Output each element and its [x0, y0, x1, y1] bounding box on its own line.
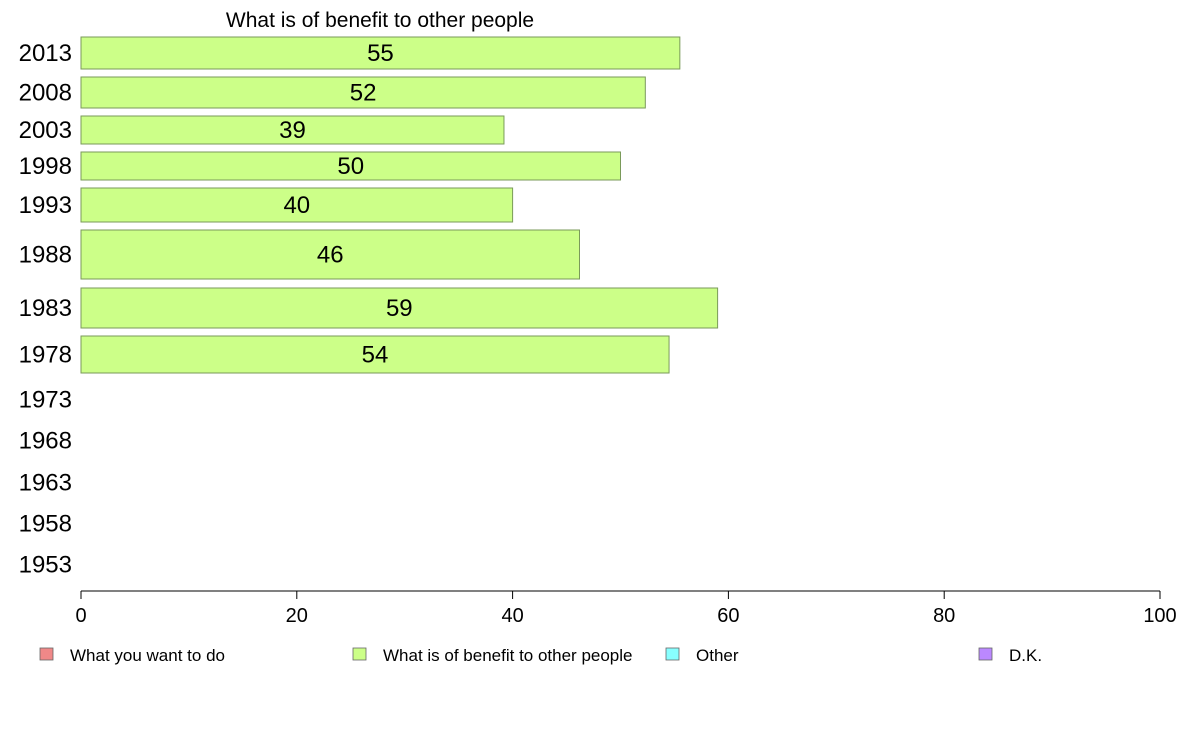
bar — [80, 335, 670, 374]
data-label: 39 — [279, 117, 306, 144]
y-axis-ticks: 2013 2008 2003 1998 1993 1988 1983 1978 1973 1968… — [19, 40, 72, 579]
legend-label: D.K. — [1009, 646, 1042, 665]
legend-swatch — [665, 647, 680, 661]
legend-swatch — [39, 647, 54, 661]
bar — [80, 229, 580, 280]
x-axis-ticks: 0 20 40 60 80 100 — [75, 591, 1177, 627]
data-label: 52 — [350, 80, 377, 107]
bar — [80, 187, 514, 223]
legend-label: Other — [696, 646, 739, 665]
y-tick-label: 1963 — [19, 470, 72, 497]
bar — [80, 287, 719, 329]
x-tick-label: 60 — [717, 605, 739, 627]
data-label: 50 — [337, 153, 364, 180]
y-tick-label: 1998 — [19, 153, 72, 180]
bar — [80, 36, 681, 70]
bars — [80, 36, 719, 374]
legend: What you want to do What is of benefit to… — [39, 646, 1042, 665]
y-tick-label: 2013 — [19, 40, 72, 67]
legend-item: D.K. — [978, 646, 1042, 665]
y-tick-label: 1983 — [19, 295, 72, 322]
data-label: 55 — [367, 40, 394, 67]
x-tick-label: 0 — [75, 605, 86, 627]
bar — [80, 115, 505, 145]
data-label: 54 — [362, 342, 389, 369]
legend-item: Other — [665, 646, 739, 665]
bar — [80, 76, 646, 109]
legend-item: What you want to do — [39, 646, 225, 665]
data-label: 40 — [283, 192, 310, 219]
y-tick-label: 2003 — [19, 117, 72, 144]
data-labels: 55 52 39 50 40 46 59 54 — [279, 40, 413, 369]
y-tick-label: 1953 — [19, 552, 72, 579]
data-label: 46 — [317, 242, 344, 269]
y-tick-label: 1988 — [19, 242, 72, 269]
x-tick-label: 80 — [933, 605, 955, 627]
chart-title: What is of benefit to other people — [226, 9, 534, 32]
legend-swatch — [352, 647, 367, 661]
x-tick-label: 40 — [501, 605, 523, 627]
data-label: 59 — [386, 295, 413, 322]
x-tick-label: 20 — [286, 605, 308, 627]
y-tick-label: 1958 — [19, 511, 72, 538]
legend-swatch — [978, 647, 993, 661]
y-tick-label: 1968 — [19, 428, 72, 455]
y-tick-label: 2008 — [19, 80, 72, 107]
x-tick-label: 100 — [1143, 605, 1176, 627]
y-tick-label: 1978 — [19, 342, 72, 369]
y-tick-label: 1973 — [19, 387, 72, 414]
legend-label: What is of benefit to other people — [383, 646, 633, 665]
legend-label: What you want to do — [70, 646, 225, 665]
bar — [80, 151, 621, 181]
legend-item: What is of benefit to other people — [352, 646, 633, 665]
y-tick-label: 1993 — [19, 192, 72, 219]
